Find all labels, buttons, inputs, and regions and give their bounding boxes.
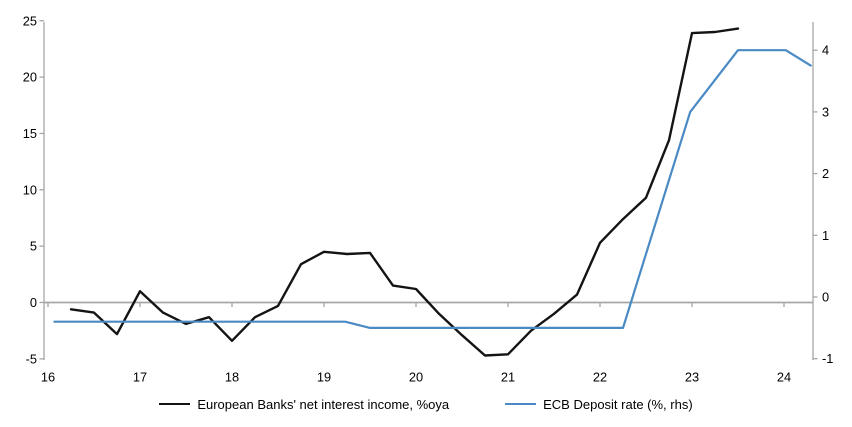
x-axis-tick-label: 16 (41, 370, 55, 385)
legend: European Banks' net interest income, %oy… (0, 393, 852, 415)
right-axis-tick-label: -1 (822, 351, 833, 366)
legend-item-nii: European Banks' net interest income, %oy… (159, 397, 449, 412)
x-axis-tick-label: 20 (409, 370, 423, 385)
nii-line-swatch (159, 403, 191, 405)
right-axis-tick-label: 1 (822, 228, 829, 243)
right-axis-tick-label: 0 (822, 290, 829, 305)
x-axis-tick-label: 18 (225, 370, 239, 385)
nii-line (69, 27, 740, 357)
legend-item-ecb: ECB Deposit rate (%, rhs) (505, 397, 693, 412)
right-axis-tick-label: 3 (822, 104, 829, 119)
ecb-legend-label: ECB Deposit rate (%, rhs) (543, 396, 693, 412)
x-axis-tick-label: 23 (685, 370, 699, 385)
right-axis-tick-label: 2 (822, 166, 829, 181)
right-axis-tick-label: 4 (822, 43, 829, 58)
x-axis-tick-label: 21 (501, 370, 515, 385)
x-axis-tick-label: 19 (317, 370, 331, 385)
x-axis-tick-label: 22 (593, 370, 607, 385)
ecb-line-swatch (505, 403, 537, 405)
left-axis-tick-label: 25 (23, 13, 37, 28)
left-axis-tick-label: 5 (30, 239, 37, 254)
x-axis-tick-label: 17 (133, 370, 147, 385)
left-axis-tick-label: 0 (30, 295, 37, 310)
x-axis-tick-label: 24 (777, 370, 791, 385)
left-axis-tick-label: 20 (23, 70, 37, 85)
left-axis-tick-label: 10 (23, 182, 37, 197)
nii-legend-label: European Banks' net interest income, %oy… (197, 396, 450, 412)
left-axis-tick-label: 15 (23, 126, 37, 141)
left-axis-tick-label: -5 (26, 351, 37, 366)
deposit-rate-line (53, 49, 812, 329)
